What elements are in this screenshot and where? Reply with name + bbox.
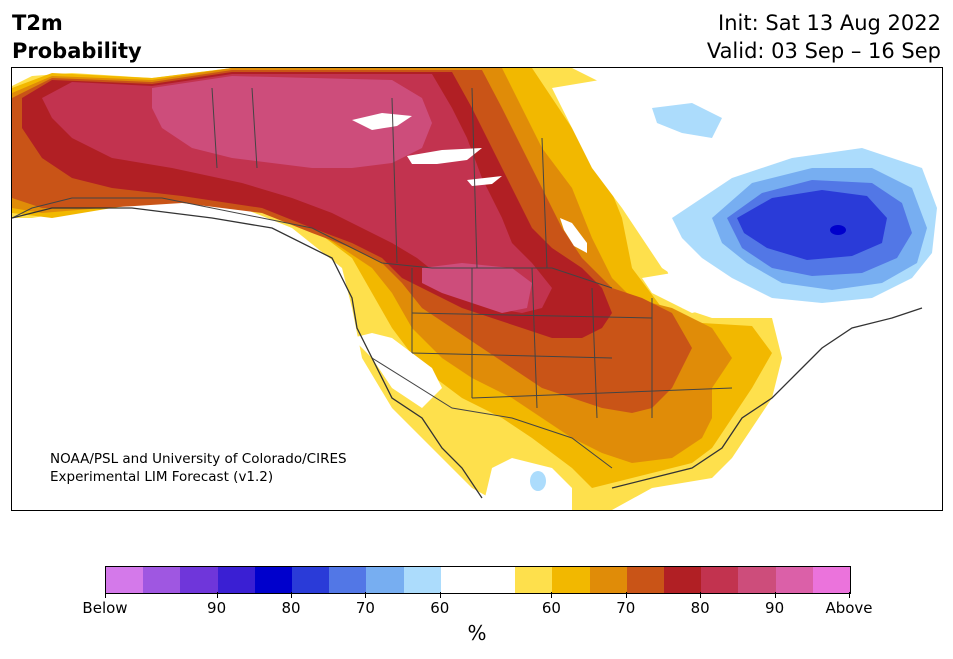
title-variable: T2m xyxy=(12,11,63,35)
colorbar-tick-label: 80 xyxy=(281,599,301,617)
land-pink-south xyxy=(422,263,532,313)
colorbar-tick xyxy=(365,592,367,598)
colorbar-tick xyxy=(105,592,106,598)
colorbar-cell xyxy=(589,567,627,593)
colorbar-tick xyxy=(216,592,218,598)
cold-baffin xyxy=(652,103,722,138)
colorbar-tick-label: Below xyxy=(82,599,128,617)
colorbar-tick xyxy=(439,592,441,598)
colorbar-cell xyxy=(701,567,739,593)
colorbar-tick-label: Above xyxy=(825,599,873,617)
probability-map-svg xyxy=(12,68,942,510)
neutral-southwest xyxy=(352,333,442,408)
colorbar-cell xyxy=(106,567,144,593)
lake-great-bear xyxy=(352,113,412,130)
colorbar-cell xyxy=(515,567,553,593)
colorbar-tick xyxy=(774,592,776,598)
init-date: Init: Sat 13 Aug 2022 xyxy=(718,11,941,35)
colorbar-cell xyxy=(664,567,702,593)
colorbar-cell xyxy=(478,567,516,593)
colorbar-unit: % xyxy=(467,621,487,645)
blue-spot-mexico xyxy=(530,471,546,491)
colorbar-cell xyxy=(329,567,367,593)
colorbar-cell xyxy=(143,567,181,593)
great-lakes xyxy=(642,273,722,313)
colorbar-cell xyxy=(738,567,776,593)
land-pink xyxy=(152,76,432,168)
colorbar-tick xyxy=(700,592,702,598)
colorbar-tick xyxy=(291,592,292,598)
cold-80 xyxy=(737,190,887,260)
coastline xyxy=(12,207,923,499)
lake-winnipeg xyxy=(560,218,587,253)
credit-text: NOAA/PSL and University of Colorado/CIRE… xyxy=(50,450,347,486)
colorbar-tick-label: 70 xyxy=(355,599,375,617)
title-type: Probability xyxy=(12,39,142,63)
credit-line2: Experimental LIM Forecast (v1.2) xyxy=(50,469,274,485)
colorbar xyxy=(105,566,851,594)
colorbar-tick-label: 90 xyxy=(207,599,227,617)
colorbar-cell xyxy=(366,567,404,593)
colorbar-cell xyxy=(180,567,218,593)
chart-title: T2m Probability xyxy=(12,9,142,65)
colorbar-tick-label: 90 xyxy=(765,599,785,617)
forecast-map: NOAA/PSL and University of Colorado/CIRE… xyxy=(11,67,943,511)
colorbar-cell xyxy=(626,567,665,593)
colorbar-tick xyxy=(849,592,850,598)
colorbar-cell xyxy=(440,567,479,593)
borders xyxy=(12,87,733,469)
colorbar-tick-label: 70 xyxy=(616,599,636,617)
colorbar-tick-label: 60 xyxy=(541,599,561,617)
colorbar-cell xyxy=(403,567,441,593)
colorbar-tick-label: 80 xyxy=(690,599,710,617)
lake-athabasca xyxy=(467,176,502,186)
colorbar-tick xyxy=(551,592,553,598)
neutral-mexico xyxy=(482,458,572,510)
colorbar-cell xyxy=(292,567,330,593)
colorbar-cell xyxy=(812,567,851,593)
colorbar-tick xyxy=(625,592,627,598)
colorbar-cell xyxy=(217,567,255,593)
credit-line1: NOAA/PSL and University of Colorado/CIRE… xyxy=(50,451,347,467)
date-info: Init: Sat 13 Aug 2022 Valid: 03 Sep – 16… xyxy=(707,9,941,65)
colorbar-cell xyxy=(552,567,590,593)
valid-dates: Valid: 03 Sep – 16 Sep xyxy=(706,39,941,63)
cold-90 xyxy=(830,225,846,235)
colorbar-cell xyxy=(775,567,813,593)
lake-great-slave xyxy=(407,148,482,164)
colorbar-tick-label: 60 xyxy=(430,599,450,617)
colorbar-cell xyxy=(254,567,293,593)
